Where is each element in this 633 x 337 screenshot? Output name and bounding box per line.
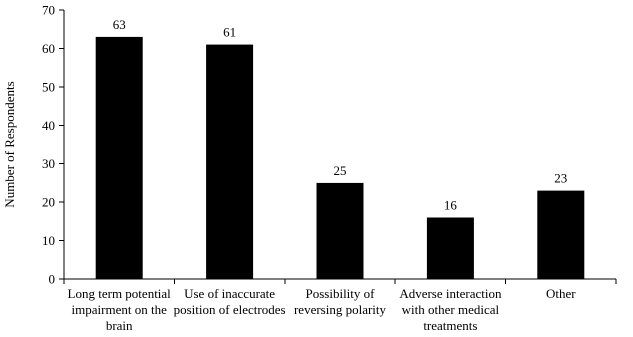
bar [206,44,254,280]
bar [537,190,585,279]
x-category-label: Possibility of reversing polarity [293,286,387,317]
y-tick-label: 0 [49,272,56,287]
bar-value-label: 23 [554,171,567,186]
x-axis [63,278,617,284]
y-axis-title: Number of Respondents [2,81,17,207]
x-category-label: Use of inaccurate position of electrodes [173,286,286,317]
x-category-label: Other [545,286,576,301]
bar [95,36,143,280]
y-tick-label: 30 [42,156,55,171]
y-tick-label: 20 [42,195,55,210]
bar [316,182,364,279]
bars [95,36,585,280]
y-tick-label: 50 [42,79,55,94]
bar-value-label: 63 [113,17,126,32]
y-tick-label: 40 [42,118,55,133]
bar-value-label: 16 [444,198,458,213]
bar-value-label: 25 [334,163,347,178]
x-category-label: Long term potential impairment on the br… [67,286,171,333]
data-labels: 63 61 25 16 23 [113,17,568,213]
y-tick-label: 60 [42,41,55,56]
y-tick-label: 10 [42,233,55,248]
x-category-label: Adverse interaction with other medical t… [399,286,502,333]
bar [426,217,474,279]
bar-value-label: 61 [223,25,236,40]
y-tick-label: 70 [42,3,55,18]
y-axis: 0 10 20 30 40 50 60 70 [42,3,65,287]
